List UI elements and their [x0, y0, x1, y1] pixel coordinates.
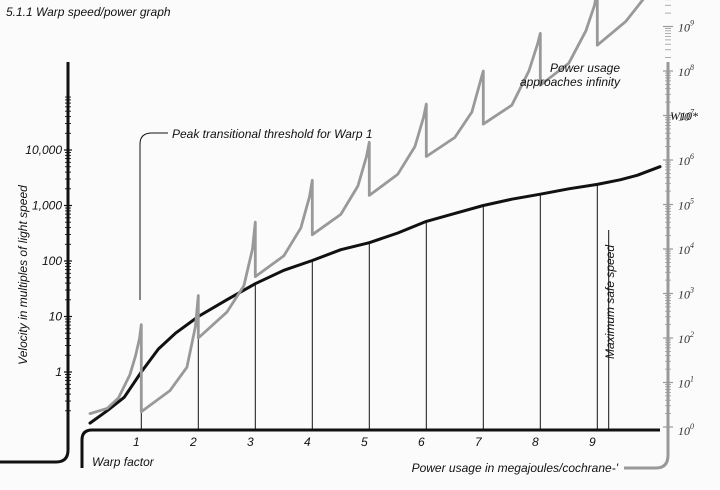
left-tick-label: 100 [42, 254, 62, 268]
power-axis-title: Power usage in megajoules/cochrane-' [412, 461, 619, 475]
axes-frame [0, 62, 670, 470]
x-tick-label: 2 [189, 435, 197, 449]
figure-label: 5.1.1 Warp speed/power graph [6, 5, 171, 19]
x-tick-label: 7 [475, 435, 483, 449]
right-axis-line [624, 62, 670, 470]
right-tick-label: 107 [678, 108, 695, 124]
x-tick-label: 1 [133, 435, 140, 449]
x-tick-label: 6 [418, 435, 425, 449]
power-series-line [88, 0, 645, 415]
x-tick-label: 3 [247, 435, 254, 449]
left-axis-title: Velocity in multiples of light speed [16, 185, 30, 365]
left-tick-label: 10 [49, 310, 63, 324]
velocity-series-line [88, 165, 662, 425]
left-tick-label: 10,000 [25, 143, 62, 157]
labels-group: 1 10 100 1,000 10,000 100 101 102 103 104 105 106 10… [16, 19, 698, 476]
x-tick-label: 8 [532, 435, 539, 449]
left-tick-label: 1 [55, 365, 62, 379]
x-tick-label: 4 [304, 435, 311, 449]
ticks-group [64, 0, 673, 428]
right-tick-label: 103 [678, 286, 694, 302]
infinity-annotation-line1: Power usage [550, 61, 620, 75]
series-group [88, 0, 662, 425]
x-tick-label: 5 [361, 435, 368, 449]
bottom-axis-line [80, 428, 660, 468]
x-tick-label: 9 [589, 435, 596, 449]
right-tick-label: 105 [678, 197, 694, 213]
right-tick-label: 100 [678, 422, 694, 438]
infinity-annotation-line2: approaches infinity [520, 75, 621, 89]
peak-annotation: Peak transitional threshold for Warp 1 [172, 127, 373, 141]
right-tick-label: 108 [678, 63, 694, 79]
right-tick-label: 104 [678, 241, 694, 257]
vertical-guidelines [139, 132, 610, 430]
x-axis-title: Warp factor [92, 455, 155, 469]
max-safe-speed-label: Maximum safe speed [603, 245, 617, 359]
right-tick-label: 106 [678, 152, 694, 168]
right-tick-label: 102 [678, 330, 694, 346]
left-tick-label: 1,000 [32, 199, 62, 213]
right-tick-label: 101 [678, 375, 694, 391]
peak-leader-line [139, 132, 168, 300]
right-tick-label: 109 [678, 19, 694, 35]
left-axis-hook [0, 449, 70, 464]
right-extra-label: W10* [670, 109, 698, 123]
